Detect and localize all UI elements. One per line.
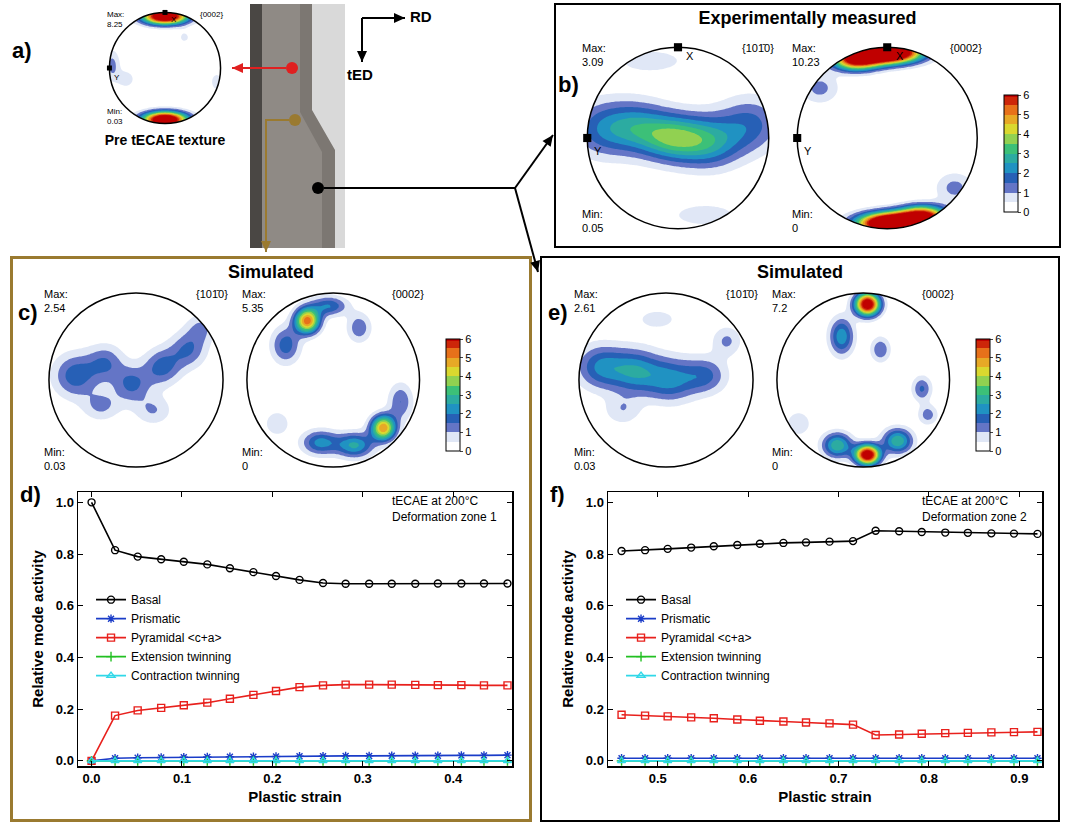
svg-text:0: 0 [1023, 206, 1029, 218]
svg-text:Basal: Basal [661, 593, 691, 607]
svg-text:4: 4 [1023, 128, 1029, 140]
svg-text:{0002}: {0002} [950, 42, 982, 54]
svg-text:3: 3 [995, 389, 1001, 401]
svg-text:0: 0 [465, 445, 471, 457]
svg-text:Contraction twinning: Contraction twinning [131, 669, 240, 683]
svg-text:5: 5 [995, 352, 1001, 364]
svg-text:4: 4 [465, 370, 471, 382]
svg-text:0.6: 0.6 [586, 598, 604, 613]
svg-text:Prismatic: Prismatic [131, 612, 180, 626]
html-text:RD: RD [410, 8, 432, 25]
svg-text:Min:0: Min:0 [772, 446, 793, 472]
svg-text:0.7: 0.7 [830, 771, 848, 786]
svg-text:0.9: 0.9 [1010, 771, 1028, 786]
svg-text:6: 6 [995, 333, 1001, 345]
html-text:Simulated: Simulated [757, 262, 843, 282]
svg-text:2: 2 [1023, 167, 1029, 179]
svg-text:0.4: 0.4 [444, 771, 463, 786]
svg-text:0.2: 0.2 [56, 702, 74, 717]
html-text:d): d) [20, 482, 41, 507]
svg-text:0.8: 0.8 [586, 547, 604, 562]
svg-text:Prismatic: Prismatic [661, 612, 710, 626]
svg-text:Max:2.54: Max:2.54 [44, 288, 68, 314]
svg-text:5: 5 [1023, 109, 1029, 121]
svg-text:0.4: 0.4 [56, 650, 75, 665]
svg-text:Plastic strain: Plastic strain [778, 788, 871, 805]
svg-text:0.2: 0.2 [263, 771, 281, 786]
svg-text:0.6: 0.6 [739, 771, 757, 786]
svg-text:{0002}: {0002} [200, 10, 223, 19]
svg-text:Min:0: Min:0 [242, 446, 263, 472]
svg-text:Y: Y [594, 145, 602, 157]
svg-text:0.0: 0.0 [83, 771, 101, 786]
svg-text:1: 1 [465, 426, 471, 438]
svg-text:6: 6 [465, 333, 471, 345]
svg-text:Extension twinning: Extension twinning [661, 650, 761, 664]
html-text:c): c) [18, 300, 38, 325]
svg-text:0.3: 0.3 [354, 771, 372, 786]
svg-text:Basal: Basal [131, 593, 161, 607]
html-text:Simulated: Simulated [228, 262, 314, 282]
svg-text:1: 1 [995, 426, 1001, 438]
svg-text:Plastic strain: Plastic strain [248, 788, 341, 805]
svg-text:{101̄0}: {101̄0} [726, 288, 758, 300]
svg-text:4: 4 [995, 370, 1001, 382]
svg-text:0.1: 0.1 [173, 771, 191, 786]
html-text:b): b) [558, 72, 579, 97]
svg-text:Y: Y [114, 73, 120, 82]
svg-text:X: X [171, 15, 177, 24]
svg-text:0.0: 0.0 [586, 753, 604, 768]
svg-text:2: 2 [465, 408, 471, 420]
svg-text:0.8: 0.8 [920, 771, 938, 786]
svg-text:Relative mode activity: Relative mode activity [559, 550, 576, 708]
html-text:a): a) [12, 38, 32, 63]
svg-text:Contraction twinning: Contraction twinning [661, 669, 770, 683]
svg-text:tECAE at 200°CDeformation zone: tECAE at 200°CDeformation zone 1 [392, 494, 497, 524]
svg-text:Relative mode activity: Relative mode activity [29, 550, 46, 708]
svg-text:0.4: 0.4 [586, 650, 605, 665]
svg-text:Pyramidal <c+a>: Pyramidal <c+a> [131, 631, 221, 645]
html-text:e): e) [548, 300, 568, 325]
svg-text:1.0: 1.0 [586, 495, 604, 510]
html-text:Experimentally measured: Experimentally measured [698, 8, 917, 28]
svg-text:Min:0: Min:0 [792, 208, 813, 234]
svg-text:0.8: 0.8 [56, 547, 74, 562]
svg-text:3: 3 [1023, 148, 1029, 160]
svg-text:0.2: 0.2 [586, 702, 604, 717]
svg-text:{0002}: {0002} [392, 288, 424, 300]
svg-text:Max:3.09: Max:3.09 [582, 42, 606, 68]
svg-text:Pyramidal <c+a>: Pyramidal <c+a> [661, 631, 751, 645]
svg-text:Max:5.35: Max:5.35 [242, 288, 266, 314]
svg-text:Min:0.03: Min:0.03 [107, 107, 123, 126]
svg-text:Min:0.03: Min:0.03 [574, 446, 595, 472]
svg-text:0.0: 0.0 [56, 753, 74, 768]
html-text:Pre tECAE texture: Pre tECAE texture [104, 132, 226, 148]
svg-text:{101̄0}: {101̄0} [196, 288, 228, 300]
html-text:tED: tED [347, 66, 373, 83]
svg-text:Extension twinning: Extension twinning [131, 650, 231, 664]
svg-text:5: 5 [465, 352, 471, 364]
svg-text:Max:7.2: Max:7.2 [772, 288, 796, 314]
svg-text:1: 1 [1023, 187, 1029, 199]
svg-text:X: X [896, 50, 904, 62]
svg-text:{0002}: {0002} [922, 288, 954, 300]
svg-text:Min:0.03: Min:0.03 [44, 446, 65, 472]
svg-text:3: 3 [465, 389, 471, 401]
svg-text:6: 6 [1023, 89, 1029, 101]
svg-text:0: 0 [995, 445, 1001, 457]
svg-text:tECAE at 200°CDeformation zone: tECAE at 200°CDeformation zone 2 [922, 494, 1027, 524]
svg-text:{101̄0}: {101̄0} [742, 42, 774, 54]
svg-text:Max:2.61: Max:2.61 [574, 288, 598, 314]
html-text:f): f) [550, 482, 565, 507]
svg-text:Min:0.05: Min:0.05 [582, 208, 603, 234]
svg-text:Y: Y [804, 145, 812, 157]
svg-text:0.5: 0.5 [649, 771, 667, 786]
svg-text:2: 2 [995, 408, 1001, 420]
svg-text:0.6: 0.6 [56, 598, 74, 613]
svg-text:Max:8.25: Max:8.25 [107, 10, 124, 29]
svg-text:1.0: 1.0 [56, 495, 74, 510]
svg-text:Max:10.23: Max:10.23 [792, 42, 820, 68]
svg-text:X: X [686, 50, 694, 62]
